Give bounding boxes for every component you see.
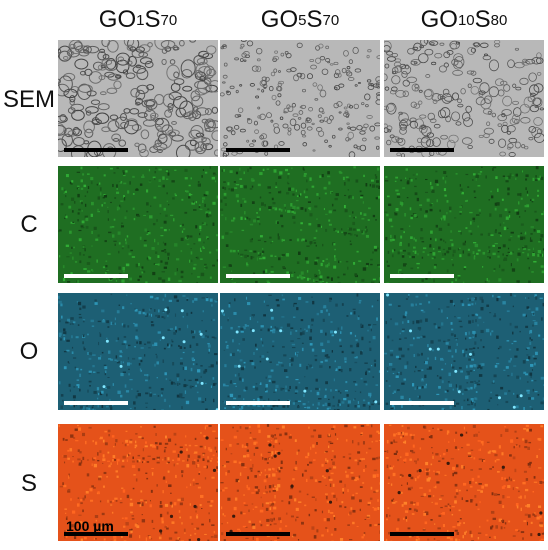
- panel-o-go5s70: [220, 293, 380, 410]
- panel-c-go5s70: [220, 166, 380, 283]
- row-label-c: C: [20, 211, 38, 238]
- column-header-go10s80: GO 10 S 80: [384, 2, 544, 38]
- col2-base: GO: [260, 6, 299, 33]
- col3-sub1: 10: [457, 11, 475, 29]
- panel-c-go10s80: [384, 166, 544, 283]
- col2-mid: S: [306, 6, 323, 33]
- col1-sub2: 70: [160, 11, 178, 29]
- scale-bar-sem-go10s80: [390, 148, 454, 152]
- panel-s-go5s70: [220, 424, 380, 541]
- column-header-go5s70: GO 5 S 70: [220, 2, 380, 38]
- panel-o-go10s80: [384, 293, 544, 410]
- row-label-sem: SEM: [2, 86, 55, 113]
- col1-base: GO: [98, 6, 137, 33]
- scale-bar-c-go1s70: [64, 274, 128, 278]
- scale-bar-s-go5s70: [226, 532, 290, 536]
- scale-bar-s-go1s70: [64, 532, 128, 536]
- scale-bar-o-go5s70: [226, 401, 290, 405]
- scale-bar-o-go1s70: [64, 401, 128, 405]
- scale-bar-o-go10s80: [390, 401, 454, 405]
- row-label-s: S: [20, 470, 37, 497]
- panel-c-go1s70: [58, 166, 218, 283]
- panel-o-go1s70: [58, 293, 218, 410]
- scale-bar-c-go5s70: [226, 274, 290, 278]
- panel-sem-go5s70: [220, 40, 380, 157]
- row-label-o: O: [19, 338, 39, 365]
- scale-bar-c-go10s80: [390, 274, 454, 278]
- scale-bar-sem-go5s70: [226, 148, 290, 152]
- col2-sub1: 5: [298, 11, 307, 29]
- col2-sub2: 70: [322, 11, 340, 29]
- scale-bar-sem-go1s70: [64, 148, 128, 152]
- panel-sem-go10s80: [384, 40, 544, 157]
- panel-s-go1s70: [58, 424, 218, 541]
- panel-sem-go1s70: [58, 40, 218, 157]
- col3-sub2: 80: [490, 11, 508, 29]
- col3-mid: S: [474, 6, 491, 33]
- scale-bar-s-go10s80: [390, 532, 454, 536]
- scale-bar-label: 100 µm: [66, 518, 114, 534]
- col3-base: GO: [420, 6, 458, 33]
- col1-sub1: 1: [136, 11, 145, 29]
- column-header-go1s70: GO 1 S 70: [58, 2, 218, 38]
- col1-mid: S: [144, 6, 161, 33]
- panel-s-go10s80: [384, 424, 544, 541]
